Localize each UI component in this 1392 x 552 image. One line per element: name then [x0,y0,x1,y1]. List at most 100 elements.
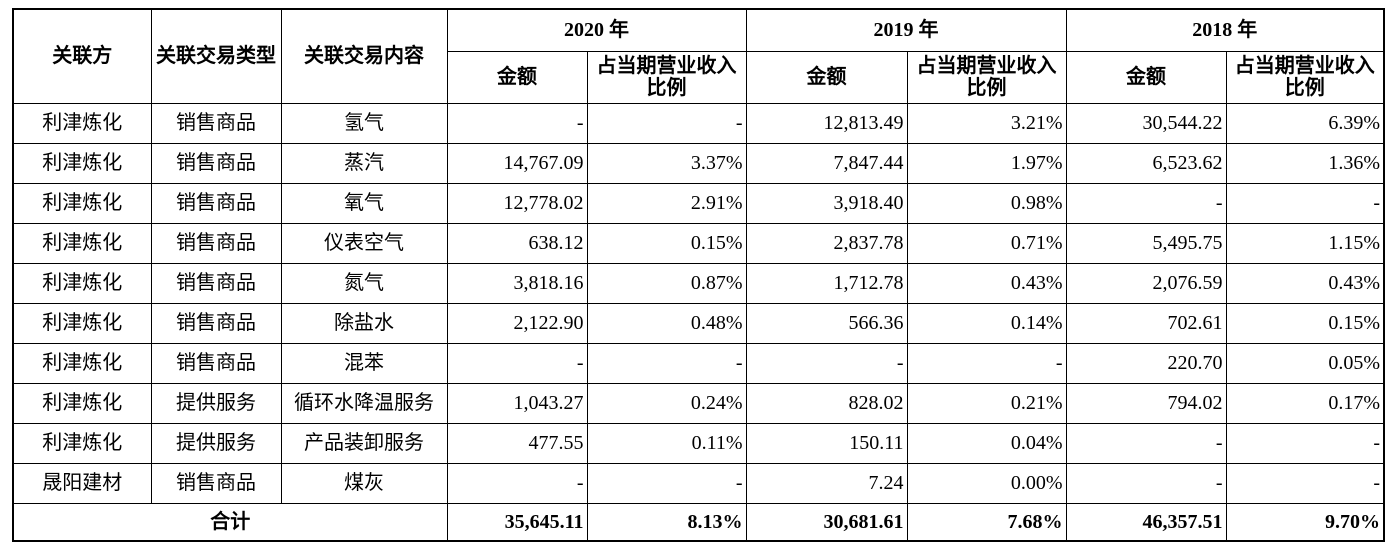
table-cell: 利津炼化 [12,142,152,184]
table-cell: 利津炼化 [12,182,152,224]
table-row: 利津炼化 销售商品 仪表空气 638.12 0.15% 2,837.78 0.71% 5,49… [12,222,1385,264]
table-cell: 0.00% [906,462,1067,504]
table-cell: 3,818.16 [446,262,588,304]
table-row: 利津炼化 销售商品 蒸汽 14,767.09 3.37% 7,847.44 1.97% 6,5… [12,142,1385,184]
table-cell: 12,813.49 [745,102,908,144]
table-cell: 566.36 [745,302,908,344]
table-cell: 0.24% [586,382,747,424]
table-cell: 477.55 [446,422,588,464]
table-cell: - [1065,462,1227,504]
table-cell: 638.12 [446,222,588,264]
table-cell: 46,357.51 [1065,502,1227,542]
table-cell: 0.87% [586,262,747,304]
table-cell: 晟阳建材 [12,462,152,504]
table-row: 利津炼化 销售商品 氮气 3,818.16 0.87% 1,712.78 0.43% 2,07… [12,262,1385,304]
table-cell: 3.21% [906,102,1067,144]
table-cell: - [1225,422,1385,464]
table-cell: 3.37% [586,142,747,184]
table-cell: 0.14% [906,302,1067,344]
table-cell: - [446,462,588,504]
table-cell: 2,837.78 [745,222,908,264]
table-row: 利津炼化 销售商品 混苯 - - - -220.70 0.05% [12,342,1385,384]
table-cell: 利津炼化 [12,382,152,424]
table-cell: - [1225,182,1385,224]
table-cell: 0.43% [906,262,1067,304]
table-cell: 利津炼化 [12,262,152,304]
table-cell: 9.70% [1225,502,1385,542]
table-cell: 6,523.62 [1065,142,1227,184]
table-cell: 2019 年 [745,8,1067,52]
table-cell: 12,778.02 [446,182,588,224]
table-cell: 利津炼化 [12,422,152,464]
table-cell: 0.11% [586,422,747,464]
table-cell: 合计 [12,502,448,542]
table-cell: - [446,342,588,384]
table-cell: 35,645.11 [446,502,588,542]
table-cell: 2,122.90 [446,302,588,344]
table-cell: 1.15% [1225,222,1385,264]
table-cell: - [1065,182,1227,224]
table-cell: 煤灰 [280,462,448,504]
table-cell: 占当期营业收入比例 [1225,50,1385,104]
table-cell: 混苯 [280,342,448,384]
table-cell: 14,767.09 [446,142,588,184]
table-cell: 0.48% [586,302,747,344]
table-cell: 1,712.78 [745,262,908,304]
table-cell: - [586,342,747,384]
table-cell: - [906,342,1067,384]
table-cell: 3,918.40 [745,182,908,224]
table-cell: 销售商品 [150,102,282,144]
table-cell: 150.11 [745,422,908,464]
table-cell: - [1065,422,1227,464]
table-cell: 仪表空气 [280,222,448,264]
related-transactions-table: 关联方 关联交易类型 关联交易内容 2020 年 2019 年 2018 年金额 占当期营业… [12,8,1385,542]
table-cell: 提供服务 [150,422,282,464]
table-cell: 2.91% [586,182,747,224]
table-cell: 0.71% [906,222,1067,264]
table-cell: 产品装卸服务 [280,422,448,464]
table-cell: 0.17% [1225,382,1385,424]
table-cell: 利津炼化 [12,342,152,384]
table-cell: 30,544.22 [1065,102,1227,144]
table-cell: 销售商品 [150,142,282,184]
table-cell: 2020 年 [446,8,747,52]
table-cell: 8.13% [586,502,747,542]
table-cell: 氮气 [280,262,448,304]
table-cell: 利津炼化 [12,102,152,144]
table-cell: 0.05% [1225,342,1385,384]
table-cell: 关联交易类型 [150,8,282,104]
table-cell: 提供服务 [150,382,282,424]
table-cell: 占当期营业收入比例 [906,50,1067,104]
table-row: 金额 占当期营业收入比例 金额 占当期营业收入比例 金额 占当期营业收入比例 [13,50,1385,104]
table-cell: 828.02 [745,382,908,424]
table-cell: - [446,102,588,144]
table-cell: 关联交易内容 [280,8,448,104]
table-cell: 利津炼化 [12,302,152,344]
table-row: 利津炼化 提供服务 循环水降温服务 1,043.27 0.24% 828.02 0.21% 7… [12,382,1385,424]
table-cell: 占当期营业收入比例 [586,50,747,104]
table-cell: 0.43% [1225,262,1385,304]
table-cell: 销售商品 [150,462,282,504]
table-cell: 2018 年 [1065,8,1385,52]
table-cell: 除盐水 [280,302,448,344]
table-cell: 蒸汽 [280,142,448,184]
table-cell: 金额 [1065,50,1227,104]
table-row: 关联方 关联交易类型 关联交易内容 2020 年 2019 年 2018 年 [12,8,1385,104]
table-cell: 0.15% [1225,302,1385,344]
table-cell: - [745,342,908,384]
table-cell: 销售商品 [150,302,282,344]
table-cell: 金额 [745,50,908,104]
table-cell: 利津炼化 [12,222,152,264]
table-cell: 氧气 [280,182,448,224]
table-cell: 关联方 [12,8,152,104]
table-cell: 销售商品 [150,222,282,264]
table-row: 利津炼化 销售商品 除盐水 2,122.90 0.48% 566.36 0.14% 702.6… [12,302,1385,344]
table-row: 合计 35,645.11 8.13% 30,681.61 7.68% 46,357.51 9… [12,502,1385,542]
table-cell: 1,043.27 [446,382,588,424]
table-cell: - [1225,462,1385,504]
table-cell: - [586,102,747,144]
table-cell: 氢气 [280,102,448,144]
table-cell: 0.98% [906,182,1067,224]
table-cell: 2,076.59 [1065,262,1227,304]
table-cell: 7.24 [745,462,908,504]
